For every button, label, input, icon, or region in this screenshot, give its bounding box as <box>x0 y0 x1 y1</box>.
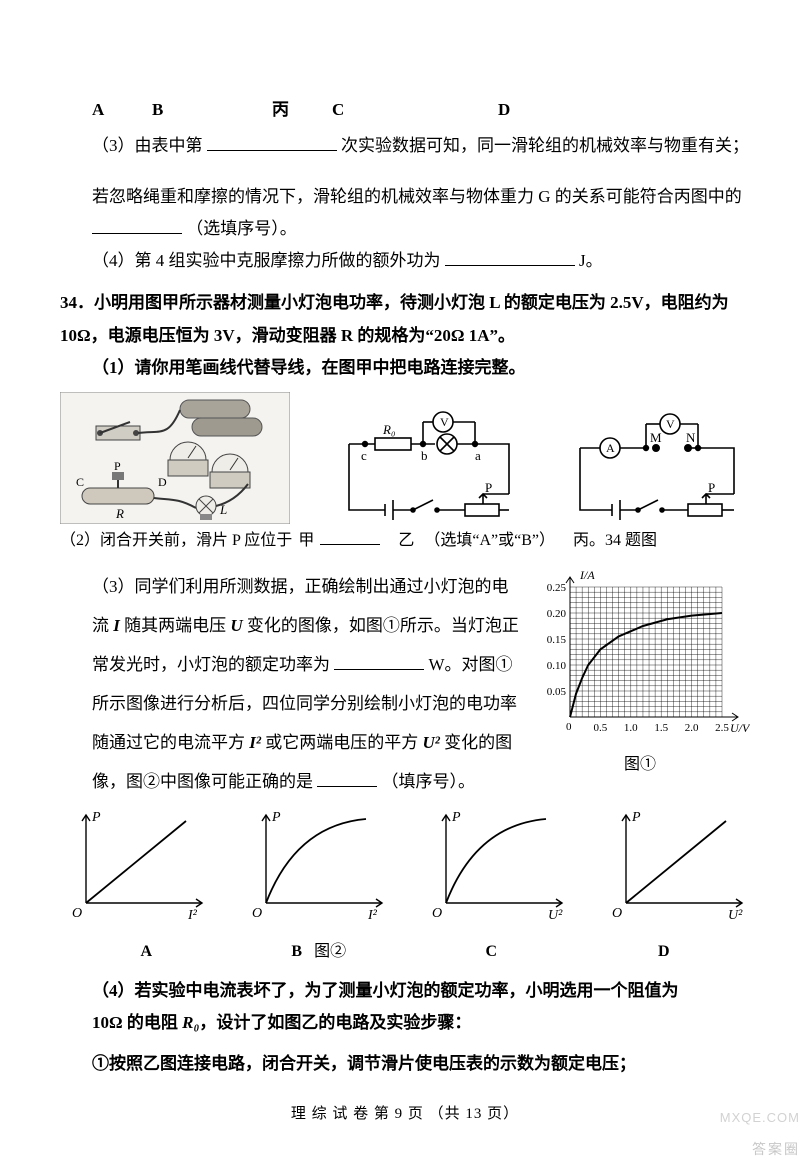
svg-text:I²: I² <box>367 908 378 923</box>
q33-3p2-a: 若忽略绳重和摩擦的情况下，滑轮组的机械效率与物体重力 G 的关系可能符合丙图中的 <box>92 187 742 206</box>
graph-1: 0.5 1.0 1.5 2.0 2.5 0.05 0.10 0.15 0.20 0.25 I/A… <box>530 567 750 781</box>
option-row: A B 丙 C D <box>92 94 750 126</box>
blank-5[interactable] <box>334 650 424 670</box>
svg-text:0.20: 0.20 <box>547 608 567 620</box>
mini-C: P O U² <box>420 807 570 934</box>
svg-text:I²: I² <box>187 908 198 923</box>
svg-text:P: P <box>485 480 492 495</box>
watermark-text: 答案圈 <box>752 1136 800 1163</box>
blank-6[interactable] <box>317 768 377 788</box>
svg-text:P: P <box>451 810 461 825</box>
opt-C: C <box>332 94 378 126</box>
mini-B: P O I² <box>240 807 390 934</box>
q34-4: （4）若实验中电流表坏了，为了测量小灯泡的额定功率，小明选用一个阻值为 <box>92 975 750 1007</box>
svg-text:0.10: 0.10 <box>547 660 567 672</box>
mini-charts-row: P O I² P O I² <box>60 807 750 934</box>
svg-text:c: c <box>361 448 367 463</box>
graph1-caption: 图① <box>530 750 750 780</box>
page-footer: 理 综 试 卷 第 9 页 （共 13 页） <box>60 1100 750 1129</box>
opt-D: D <box>498 94 510 126</box>
mini-A: P O I² <box>60 807 210 934</box>
diagram-row: C D P R L <box>60 392 750 524</box>
svg-text:a: a <box>475 448 481 463</box>
svg-text:U²: U² <box>548 908 563 923</box>
svg-text:P: P <box>91 810 101 825</box>
cap-yi: 乙 <box>398 532 414 549</box>
watermark-url: MXQE.COM <box>720 1106 800 1131</box>
opt-B: B <box>152 94 272 126</box>
q34-1: （1）请你用笔画线代替导线，在图甲中把电路连接完整。 <box>92 352 750 384</box>
diagram-bing: V A M N P <box>560 392 750 524</box>
svg-text:b: b <box>421 448 428 463</box>
svg-text:M: M <box>650 430 662 445</box>
q34: 34．小明用图甲所示器材测量小灯泡电功率，待测小灯泡 L 的额定电压为 2.5V… <box>60 287 750 1079</box>
q33-4: （4）第 4 组实验中克服摩擦力所做的额外功为 J。 <box>92 245 750 277</box>
svg-text:2.5: 2.5 <box>715 722 729 734</box>
q34-text: 小明用图甲所示器材测量小灯泡电功率，待测小灯泡 L 的额定电压为 2.5V，电阻… <box>60 293 729 344</box>
svg-text:V: V <box>440 415 449 429</box>
blank-4[interactable] <box>320 527 380 546</box>
q33-3: （3）由表中第 次实验数据可知，同一滑轮组的机械效率与物重有关； <box>92 130 750 162</box>
diagram-yi: V R₀ c b a P <box>325 392 525 524</box>
svg-text:O: O <box>72 906 82 921</box>
q33-4-b: J。 <box>579 251 603 270</box>
svg-text:0.15: 0.15 <box>547 634 567 646</box>
svg-text:P: P <box>708 480 715 495</box>
q34-step1: ①按照乙图连接电路，闭合开关，调节滑片使电压表的示数为额定电压； <box>92 1048 750 1080</box>
q33-3p2-b: （选填序号）。 <box>186 219 297 238</box>
svg-text:U²: U² <box>728 908 743 923</box>
q34-stem: 34．小明用图甲所示器材测量小灯泡电功率，待测小灯泡 L 的额定电压为 2.5V… <box>60 287 750 352</box>
q33-3-b: 次实验数据可知，同一滑轮组的机械效率与物重有关； <box>341 136 749 155</box>
svg-text:R: R <box>115 506 124 521</box>
q33-4-a: （4）第 4 组实验中克服摩擦力所做的额外功为 <box>92 251 441 270</box>
caption-row-2: （2）闭合开关前，滑片 P 应位于 甲 乙 （选填“A”或“B”） 丙。34 题… <box>60 526 750 556</box>
cap-bing: 丙。34 题图 <box>573 532 657 549</box>
blank-1[interactable] <box>207 132 337 152</box>
svg-text:1.5: 1.5 <box>654 722 668 734</box>
q33-3-a: （3）由表中第 <box>92 136 203 155</box>
svg-text:V: V <box>666 417 675 431</box>
svg-text:2.0: 2.0 <box>685 722 699 734</box>
svg-text:0.5: 0.5 <box>594 722 608 734</box>
q34-number: 34． <box>60 293 94 312</box>
mid-label: 丙 <box>272 94 332 126</box>
mini-D: P O U² <box>600 807 750 934</box>
svg-text:R₀: R₀ <box>382 422 395 437</box>
q34-4b: 10Ω 的电阻 R₀，设计了如图乙的电路及实验步骤： <box>92 1007 750 1039</box>
svg-text:O: O <box>612 906 622 921</box>
svg-text:P: P <box>271 810 281 825</box>
svg-text:1.0: 1.0 <box>624 722 638 734</box>
svg-text:P: P <box>631 810 641 825</box>
svg-text:0: 0 <box>566 721 572 733</box>
svg-text:O: O <box>252 906 262 921</box>
svg-text:O: O <box>432 906 442 921</box>
svg-text:0.05: 0.05 <box>547 686 567 698</box>
cap-jia: 甲 <box>298 532 314 549</box>
blank-3[interactable] <box>445 247 575 267</box>
diagram-jia: C D P R L <box>60 392 290 524</box>
blank-2[interactable] <box>92 214 182 234</box>
svg-text:P: P <box>114 459 121 473</box>
svg-text:A: A <box>606 441 615 455</box>
q34-2: （2）闭合开关前，滑片 P 应位于 甲 乙 （选填“A”或“B”） 丙。34 题… <box>60 526 657 556</box>
mini-label-row: A B 图② C D <box>60 937 750 967</box>
q33-3p2: 若忽略绳重和摩擦的情况下，滑轮组的机械效率与物体重力 G 的关系可能符合丙图中的… <box>92 181 750 246</box>
svg-text:N: N <box>686 430 696 445</box>
svg-text:0.25: 0.25 <box>547 582 567 594</box>
opt-A: A <box>92 94 152 126</box>
svg-text:C: C <box>76 475 84 489</box>
svg-text:D: D <box>158 475 167 489</box>
svg-text:I/A: I/A <box>579 568 595 582</box>
q34-3-block: （3）同学们利用所测数据，正确绘制出通过小灯泡的电流 I 随其两端电压 U 变化… <box>60 567 750 802</box>
svg-text:U/V: U/V <box>730 721 750 735</box>
